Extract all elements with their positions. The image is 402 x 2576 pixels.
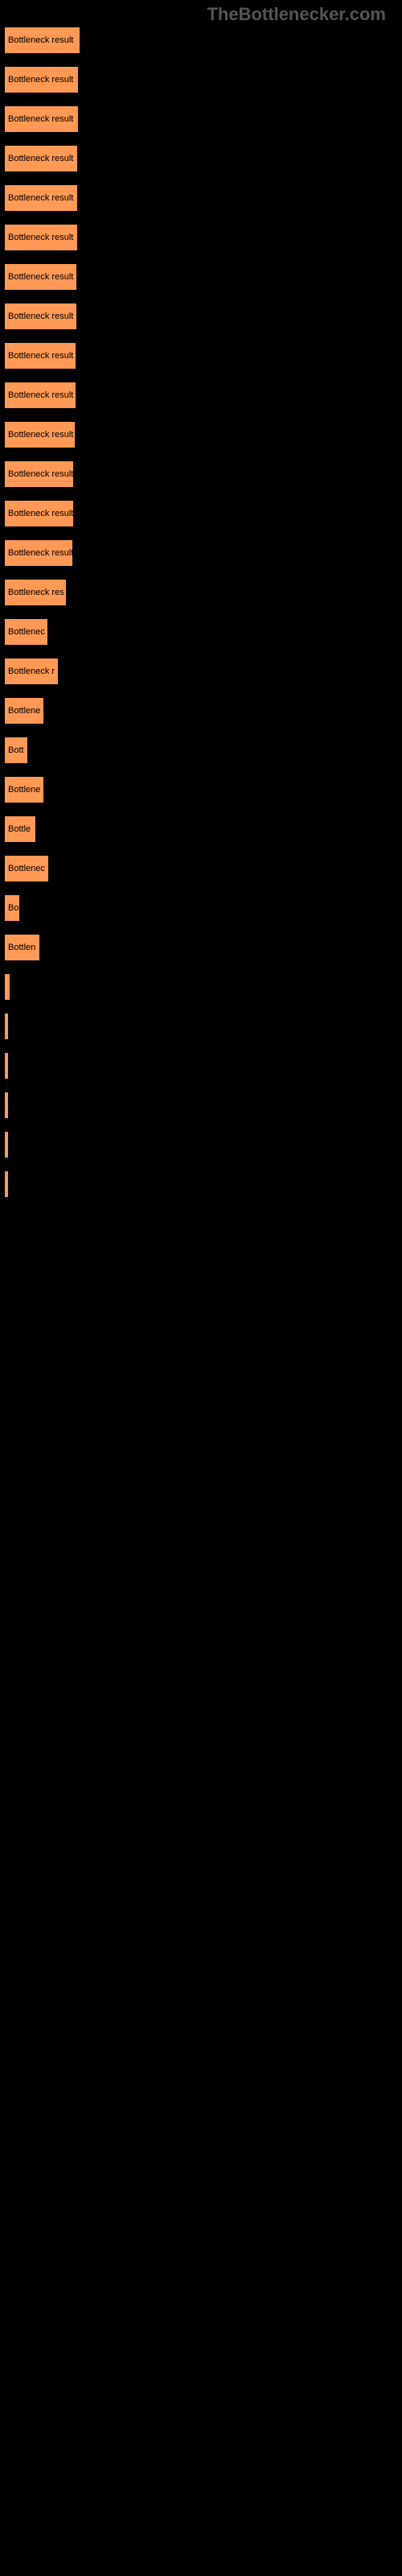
bar-row: Bottlene (4, 770, 398, 809)
chart-bar: Bottleneck result (4, 66, 79, 93)
bar-row: Bottleneck result (4, 336, 398, 375)
chart-bar: Bottleneck res (4, 579, 67, 606)
bar-label: Bottleneck result (8, 154, 73, 163)
chart-bar: Bottleneck result (4, 263, 77, 291)
bar-label: Bottleneck result (8, 390, 73, 400)
bar-row (4, 1006, 398, 1046)
bar-row: Bottleneck result (4, 178, 398, 217)
bar-row: Bottlenec (4, 848, 398, 888)
chart-bar: Bottleneck result (4, 342, 76, 369)
bar-label: Bottleneck result (8, 312, 73, 321)
chart-bar: Bottleneck result (4, 224, 78, 251)
chart-bar (4, 1170, 9, 1198)
bar-row: Bo (4, 888, 398, 927)
chart-bar: Bottleneck result (4, 421, 76, 448)
bar-row: Bottleneck result (4, 533, 398, 572)
bar-label: Bottleneck result (8, 233, 73, 242)
chart-bar (4, 1052, 9, 1080)
bar-label: Bottlenec (8, 627, 45, 637)
bar-row (4, 967, 398, 1006)
bar-row: Bottleneck result (4, 138, 398, 178)
bar-row (4, 1125, 398, 1164)
bar-label: Bottlene (8, 706, 40, 716)
bar-label: Bott (8, 745, 24, 755)
chart-bar: Bottlenec (4, 855, 49, 882)
bar-label: Bottleneck result (8, 114, 73, 124)
bar-label: Bottleneck res (8, 588, 64, 597)
chart-bar (4, 1092, 9, 1119)
chart-bar: Bottleneck result (4, 460, 74, 488)
bar-label: Bo (8, 903, 18, 913)
chart-bar: Bott (4, 737, 28, 764)
chart-bar: Bottlen (4, 934, 40, 961)
chart-bar: Bottleneck result (4, 382, 76, 409)
bar-label: Bottleneck result (8, 193, 73, 203)
bar-label: Bottleneck result (8, 469, 73, 479)
bar-row (4, 1164, 398, 1203)
chart-bar: Bottleneck result (4, 539, 73, 567)
chart-bar: Bottleneck result (4, 145, 78, 172)
bar-label: Bottlenec (8, 864, 45, 873)
bar-row: Bottleneck result (4, 454, 398, 493)
bar-row: Bottleneck result (4, 375, 398, 415)
bar-row: Bottleneck result (4, 20, 398, 60)
bar-row: Bottleneck res (4, 572, 398, 612)
chart-bar: Bottleneck result (4, 27, 80, 54)
bar-label: Bottle (8, 824, 31, 834)
bar-label: Bottlen (8, 943, 35, 952)
chart-bar (4, 1131, 9, 1158)
chart-bar: Bottleneck result (4, 184, 78, 212)
bar-row: Bott (4, 730, 398, 770)
bar-row: Bottleneck result (4, 217, 398, 257)
bar-label: Bottleneck result (8, 75, 73, 85)
bar-row: Bottleneck result (4, 415, 398, 454)
bar-label: Bottleneck result (8, 351, 73, 361)
bar-row: Bottleneck result (4, 60, 398, 99)
bar-row: Bottleneck r (4, 651, 398, 691)
bar-row: Bottlenec (4, 612, 398, 651)
bar-row: Bottleneck result (4, 257, 398, 296)
chart-bar: Bo (4, 894, 20, 922)
bar-label: Bottleneck result (8, 509, 73, 518)
chart-bar (4, 973, 10, 1001)
bar-row: Bottle (4, 809, 398, 848)
chart-bar: Bottleneck r (4, 658, 59, 685)
bar-label: Bottleneck result (8, 35, 73, 45)
chart-bar (4, 1013, 9, 1040)
chart-bar: Bottle (4, 815, 36, 843)
bar-row: Bottlene (4, 691, 398, 730)
bar-label: Bottlene (8, 785, 40, 795)
bar-row (4, 1046, 398, 1085)
chart-bar: Bottleneck result (4, 500, 74, 527)
chart-bar: Bottlene (4, 697, 44, 724)
bar-label: Bottleneck result (8, 272, 73, 282)
chart-bar: Bottlenec (4, 618, 48, 646)
bar-row: Bottleneck result (4, 99, 398, 138)
chart-bar: Bottleneck result (4, 303, 77, 330)
chart-container: Bottleneck result Bottleneck result Bottle… (0, 0, 402, 1208)
chart-bar: Bottlene (4, 776, 44, 803)
bar-label: Bottleneck result (8, 548, 73, 558)
bar-row: Bottleneck result (4, 493, 398, 533)
bar-row (4, 1085, 398, 1125)
bar-row: Bottleneck result (4, 296, 398, 336)
bar-label: Bottleneck r (8, 667, 55, 676)
chart-bar: Bottleneck result (4, 105, 79, 133)
bar-label: Bottleneck result (8, 430, 73, 440)
bar-row: Bottlen (4, 927, 398, 967)
